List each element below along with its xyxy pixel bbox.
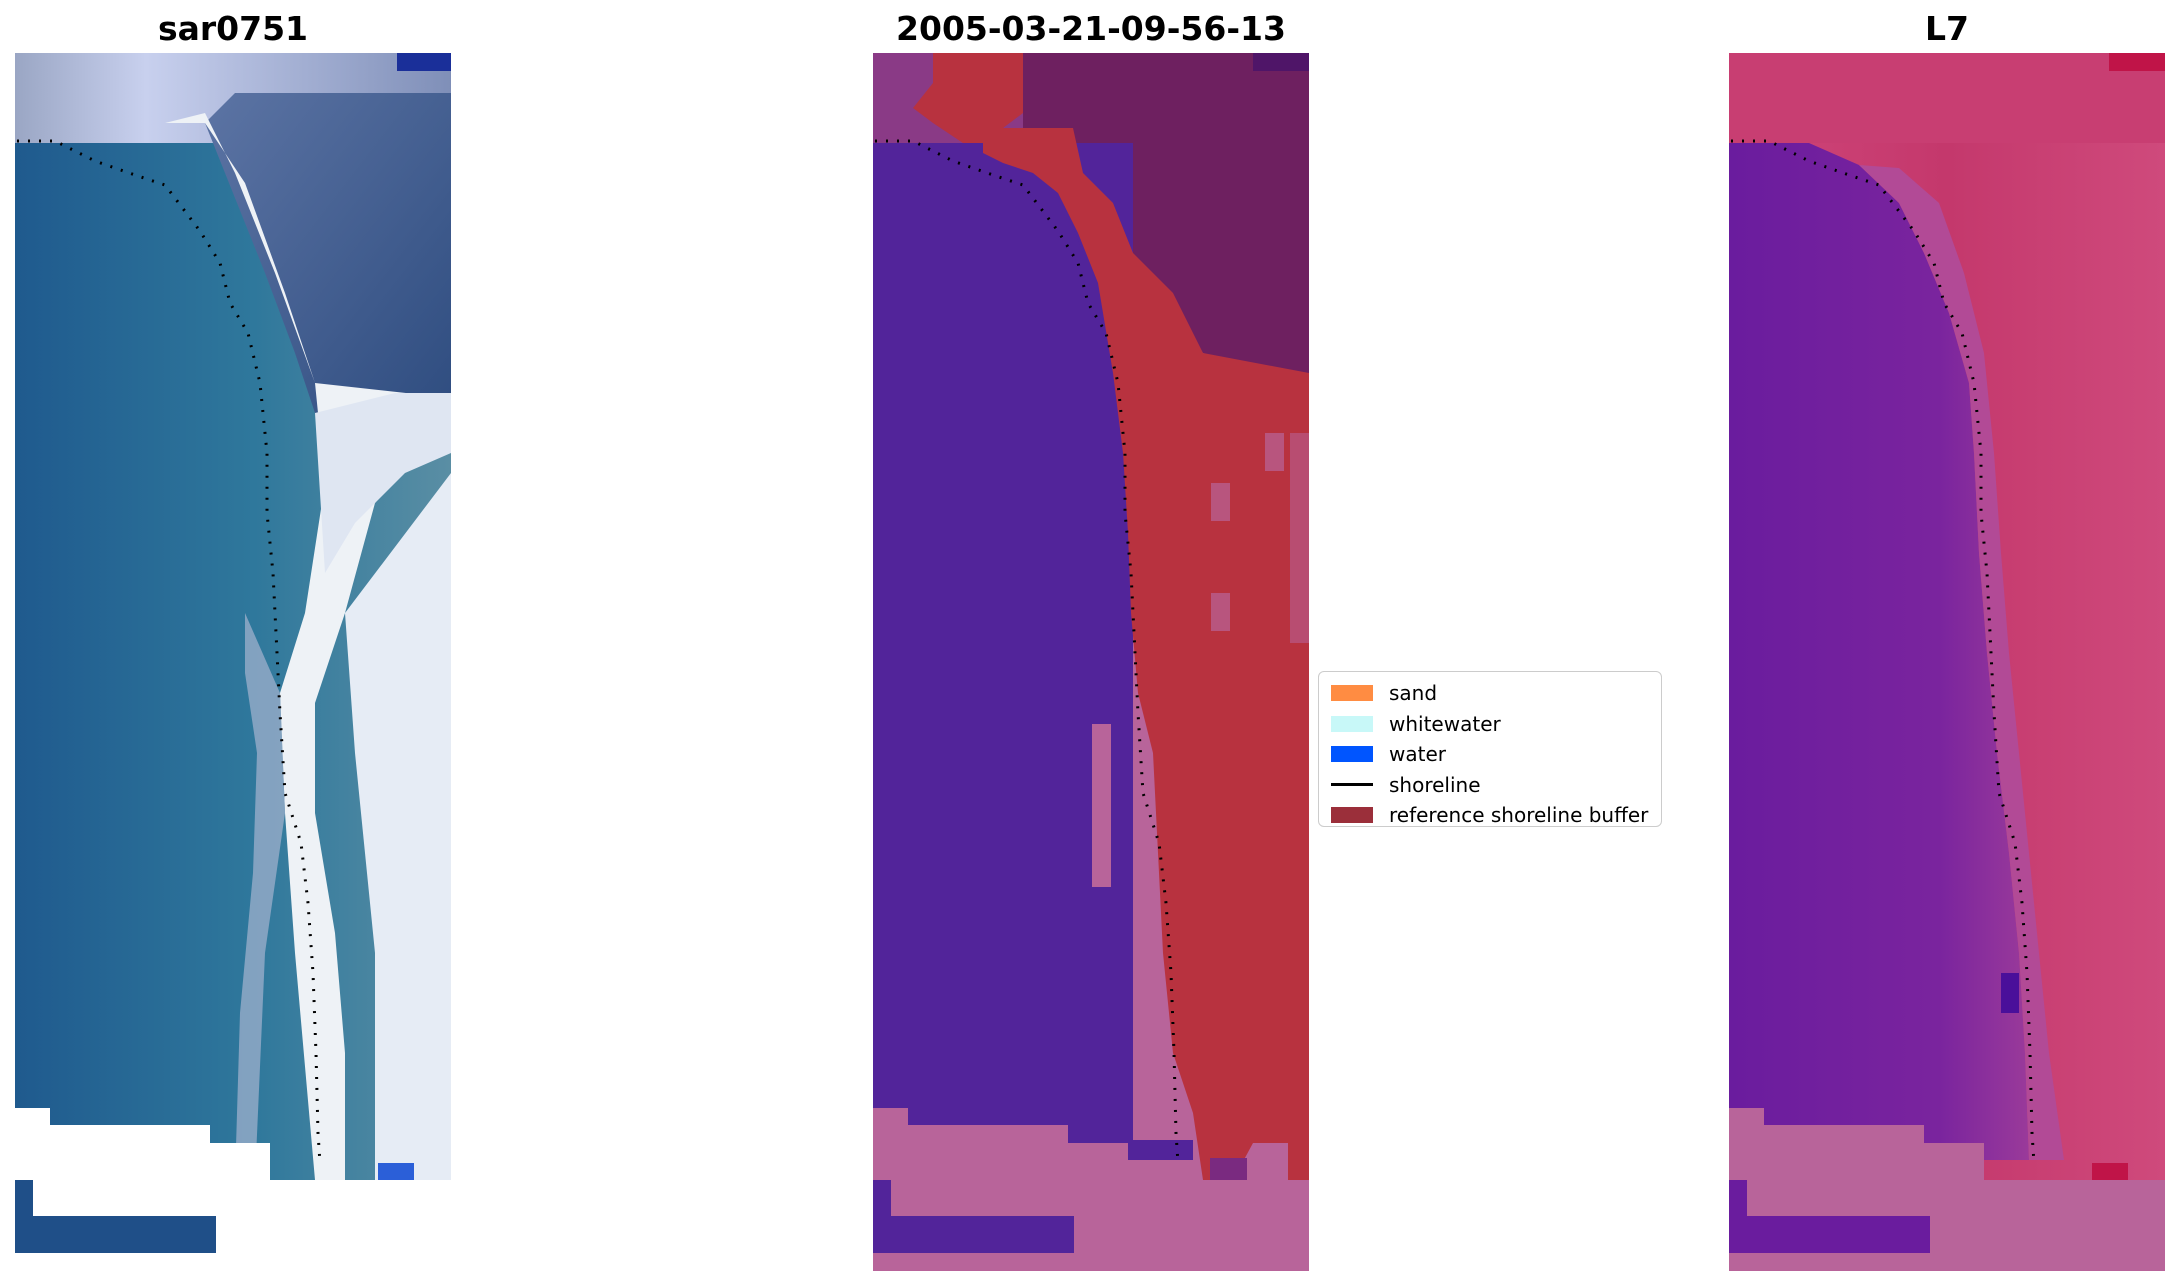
legend-label: reference shoreline buffer [1389,803,1649,828]
legend-item-reference-buffer: reference shoreline buffer [1331,800,1649,831]
legend-label: shoreline [1389,772,1481,797]
legend-label: water [1389,742,1446,767]
shoreline-line-swatch [1331,783,1373,787]
classified-image [873,53,1309,1271]
legend-item-water: water [1331,739,1649,770]
legend-label: sand [1389,681,1438,706]
rgb-image [15,53,451,1271]
whitewater-swatch [1331,715,1373,732]
panel-title-classified: 2005-03-21-09-56-13 [896,9,1286,48]
mndwi-image [1729,53,2165,1271]
mndwi-image-panel [1729,53,2165,1271]
legend-item-shoreline: shoreline [1331,770,1649,801]
panel-title-mndwi: L7 [1925,9,1969,48]
rgb-image-panel [15,53,451,1271]
water-swatch [1331,746,1373,763]
reference-buffer-swatch [1331,807,1373,824]
legend: sand whitewater water shoreline referenc… [1318,671,1662,827]
legend-item-whitewater: whitewater [1331,709,1649,740]
legend-item-sand: sand [1331,678,1649,709]
sand-swatch [1331,685,1373,702]
legend-label: whitewater [1389,711,1501,736]
panel-title-rgb: sar0751 [157,9,309,48]
classified-image-panel [873,53,1309,1271]
